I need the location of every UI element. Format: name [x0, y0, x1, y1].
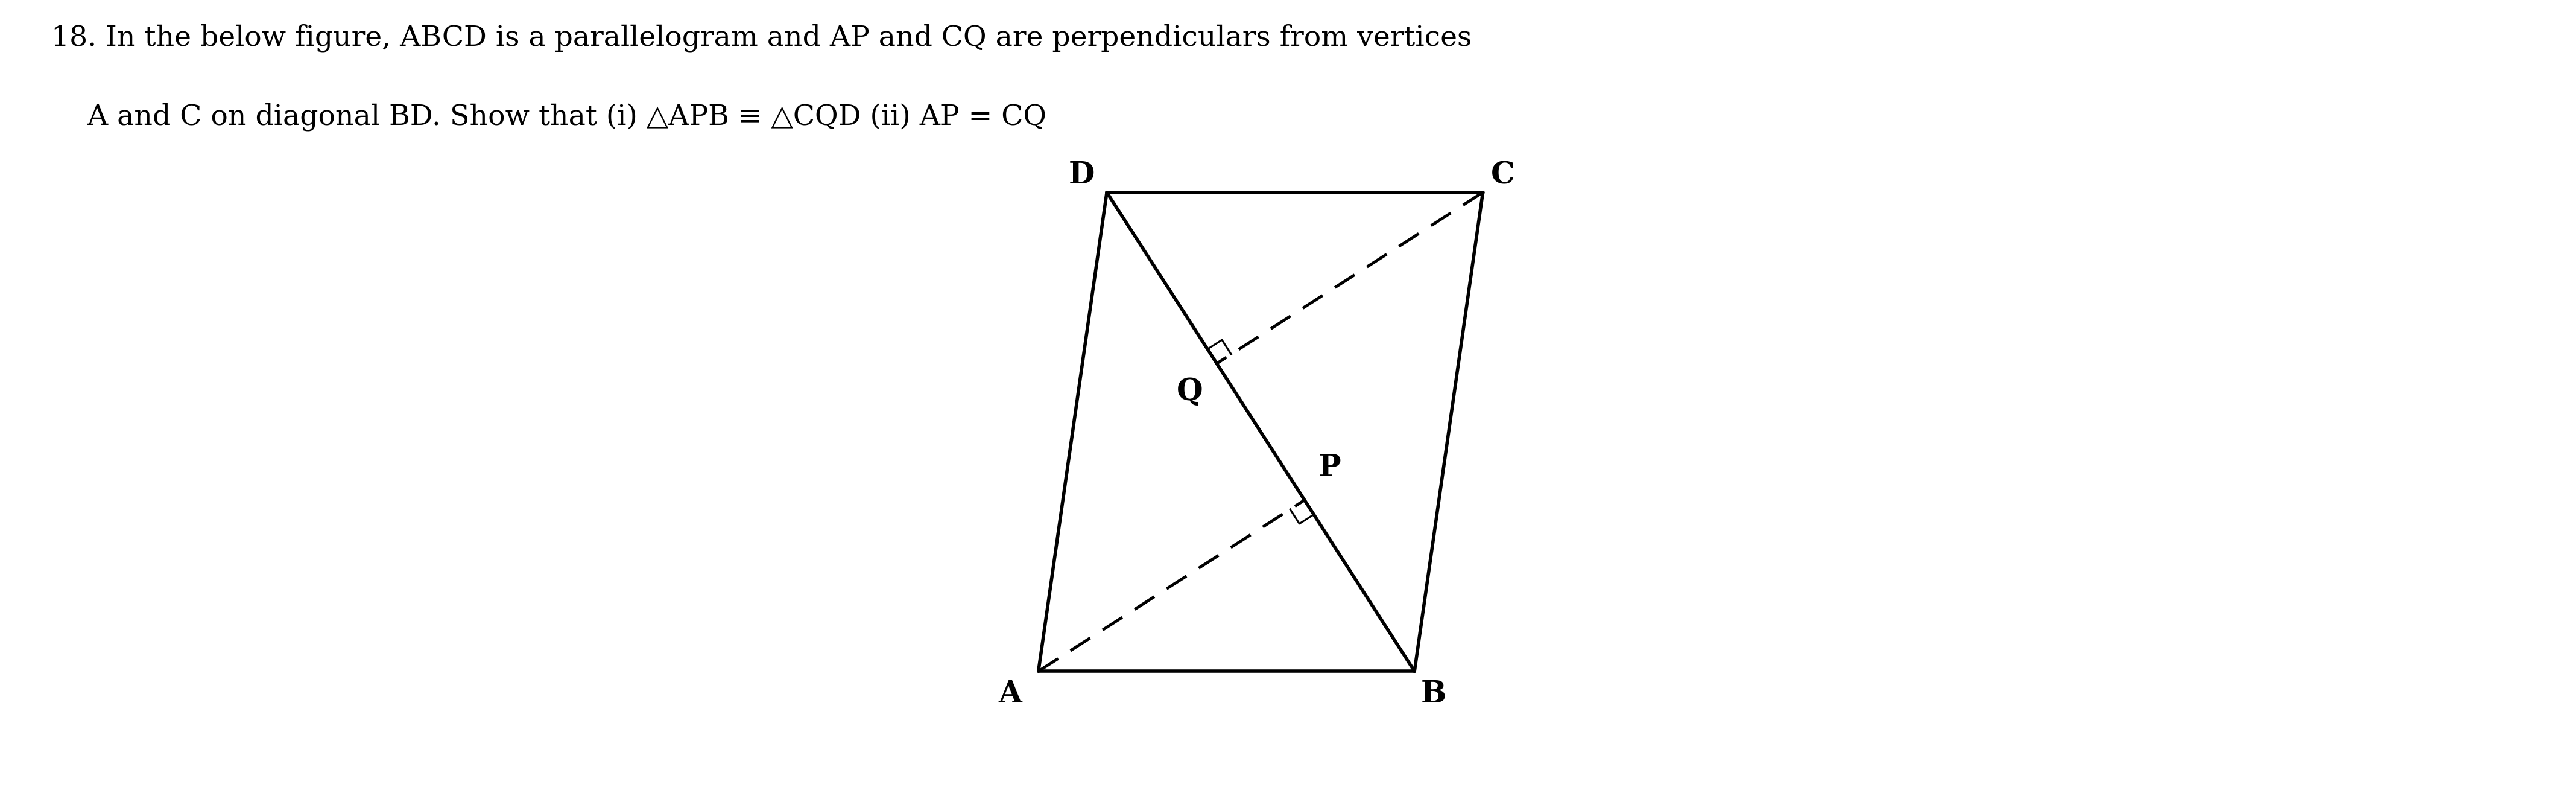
Text: A: A	[999, 680, 1023, 709]
Text: Q: Q	[1177, 377, 1203, 407]
Text: 18. In the below figure, ABCD is a parallelogram and AP and CQ are perpendicular: 18. In the below figure, ABCD is a paral…	[52, 24, 1471, 52]
Text: B: B	[1419, 680, 1445, 709]
Text: P: P	[1319, 454, 1342, 483]
Text: D: D	[1069, 161, 1095, 190]
Text: C: C	[1492, 161, 1515, 190]
Text: A and C on diagonal BD. Show that (i) △APB ≡ △CQD (ii) AP = CQ: A and C on diagonal BD. Show that (i) △A…	[52, 103, 1046, 131]
